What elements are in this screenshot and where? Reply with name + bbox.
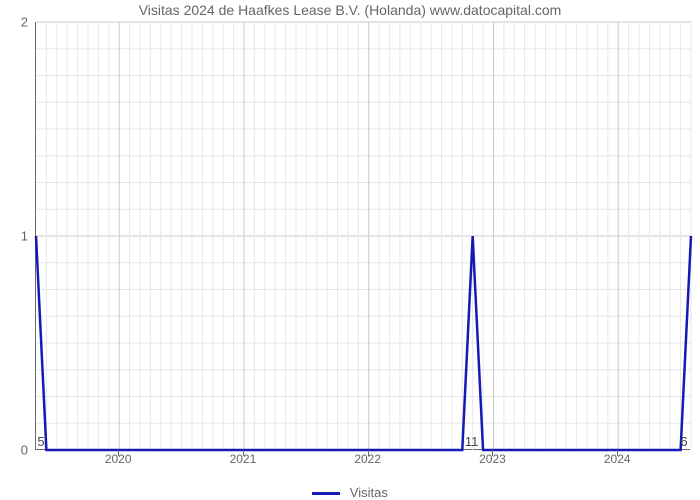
point-count-label: 6 [680, 434, 687, 449]
y-tick-label: 2 [4, 15, 28, 30]
y-tick-label: 0 [4, 443, 28, 458]
x-tick-label: 2023 [479, 452, 506, 466]
plot-svg [36, 22, 691, 450]
x-tick-label: 2020 [105, 452, 132, 466]
x-tick-label: 2021 [230, 452, 257, 466]
point-count-label: 5 [37, 434, 44, 449]
x-tick-label: 2022 [354, 452, 381, 466]
point-count-label: 11 [465, 434, 479, 449]
legend-swatch [312, 492, 340, 495]
legend-label: Visitas [350, 485, 388, 500]
plot-area [35, 22, 690, 450]
chart-title: Visitas 2024 de Haafkes Lease B.V. (Hola… [0, 2, 700, 18]
legend: Visitas [0, 485, 700, 500]
y-tick-label: 1 [4, 229, 28, 244]
x-tick-label: 2024 [604, 452, 631, 466]
